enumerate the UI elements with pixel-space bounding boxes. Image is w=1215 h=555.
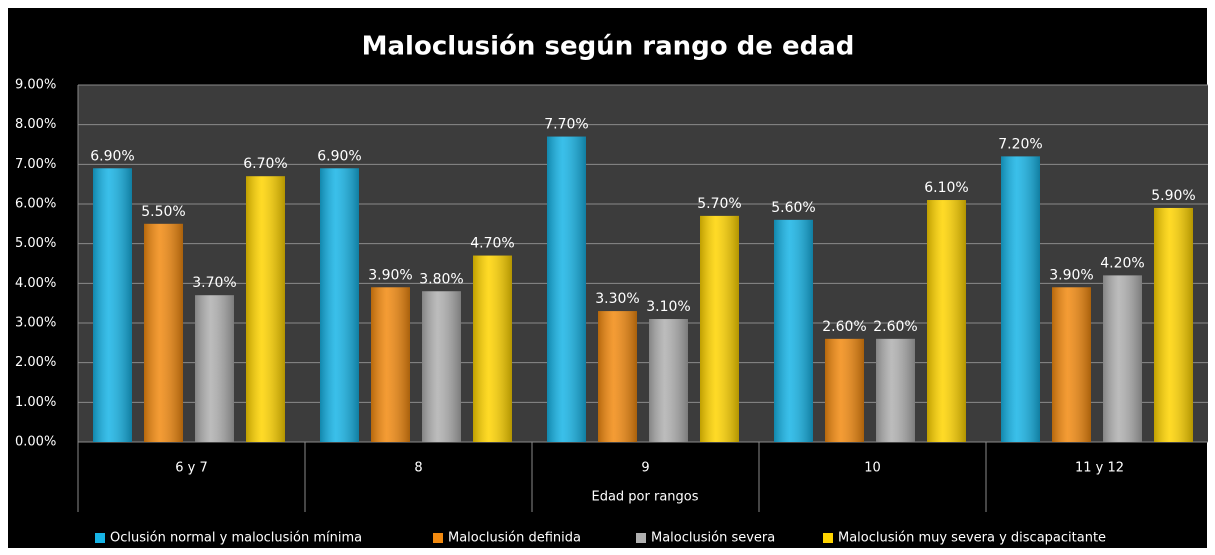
value-label: 3.90% xyxy=(368,267,412,283)
y-tick-label: 5.00% xyxy=(15,236,56,251)
legend-label: Oclusión normal y maloclusión mínima xyxy=(110,531,362,546)
bar-shade xyxy=(825,338,864,442)
y-tick-label: 0.00% xyxy=(15,435,56,450)
bar-shade xyxy=(93,168,132,443)
value-label: 2.60% xyxy=(873,319,917,335)
value-label: 6.90% xyxy=(317,148,361,164)
y-tick-label: 3.00% xyxy=(15,316,56,331)
value-label: 5.90% xyxy=(1151,188,1195,204)
legend-swatch xyxy=(95,533,105,543)
x-tick-label: 11 y 12 xyxy=(1075,461,1124,476)
y-tick-label: 2.00% xyxy=(15,355,56,370)
bar-shade xyxy=(1001,156,1040,442)
y-tick-label: 1.00% xyxy=(15,395,56,410)
bar-shade xyxy=(598,311,637,442)
bar-shade xyxy=(144,223,183,442)
legend-label: Maloclusión definida xyxy=(448,531,581,546)
value-label: 7.20% xyxy=(998,136,1042,152)
value-label: 6.10% xyxy=(924,180,968,196)
bar-shade xyxy=(320,168,359,443)
x-axis-title: Edad por rangos xyxy=(591,490,698,505)
bar-shade xyxy=(473,255,512,442)
legend-label: Maloclusión severa xyxy=(651,531,775,546)
value-label: 3.80% xyxy=(419,271,463,287)
bar-shade xyxy=(876,338,915,442)
bar-shade xyxy=(1154,207,1193,442)
legend-swatch xyxy=(823,533,833,543)
y-tick-label: 9.00% xyxy=(15,78,56,93)
value-label: 5.70% xyxy=(697,196,741,212)
x-tick-label: 6 y 7 xyxy=(175,461,208,476)
value-label: 3.90% xyxy=(1049,267,1093,283)
value-label: 5.60% xyxy=(771,200,815,216)
y-tick-label: 8.00% xyxy=(15,117,56,132)
y-tick-label: 4.00% xyxy=(15,276,56,291)
bar-shade xyxy=(371,287,410,442)
value-label: 3.10% xyxy=(646,299,690,315)
value-label: 3.30% xyxy=(595,291,639,307)
value-label: 6.70% xyxy=(243,156,287,172)
bar-shade xyxy=(246,176,285,442)
legend-swatch xyxy=(636,533,646,543)
bar-shade xyxy=(700,215,739,442)
legend-swatch xyxy=(433,533,443,543)
bar-shade xyxy=(422,291,461,442)
value-label: 4.70% xyxy=(470,236,514,252)
y-tick-label: 6.00% xyxy=(15,197,56,212)
chart-title: Maloclusión según rango de edad xyxy=(362,32,855,62)
x-tick-label: 8 xyxy=(414,461,422,476)
bar-shade xyxy=(1103,275,1142,442)
y-tick-label: 7.00% xyxy=(15,157,56,172)
bar-shade xyxy=(649,319,688,442)
x-tick-label: 10 xyxy=(864,461,881,476)
value-label: 6.90% xyxy=(90,148,134,164)
bar-shade xyxy=(1052,287,1091,442)
value-label: 7.70% xyxy=(544,117,588,133)
x-tick-label: 9 xyxy=(641,461,649,476)
value-label: 4.20% xyxy=(1100,255,1144,271)
bar-shade xyxy=(927,200,966,442)
value-label: 2.60% xyxy=(822,319,866,335)
bar-shade xyxy=(774,219,813,442)
value-label: 3.70% xyxy=(192,275,236,291)
value-label: 5.50% xyxy=(141,204,185,220)
legend-label: Maloclusión muy severa y discapacitante xyxy=(838,531,1106,546)
bar-shade xyxy=(547,136,586,443)
bar-shade xyxy=(195,295,234,442)
